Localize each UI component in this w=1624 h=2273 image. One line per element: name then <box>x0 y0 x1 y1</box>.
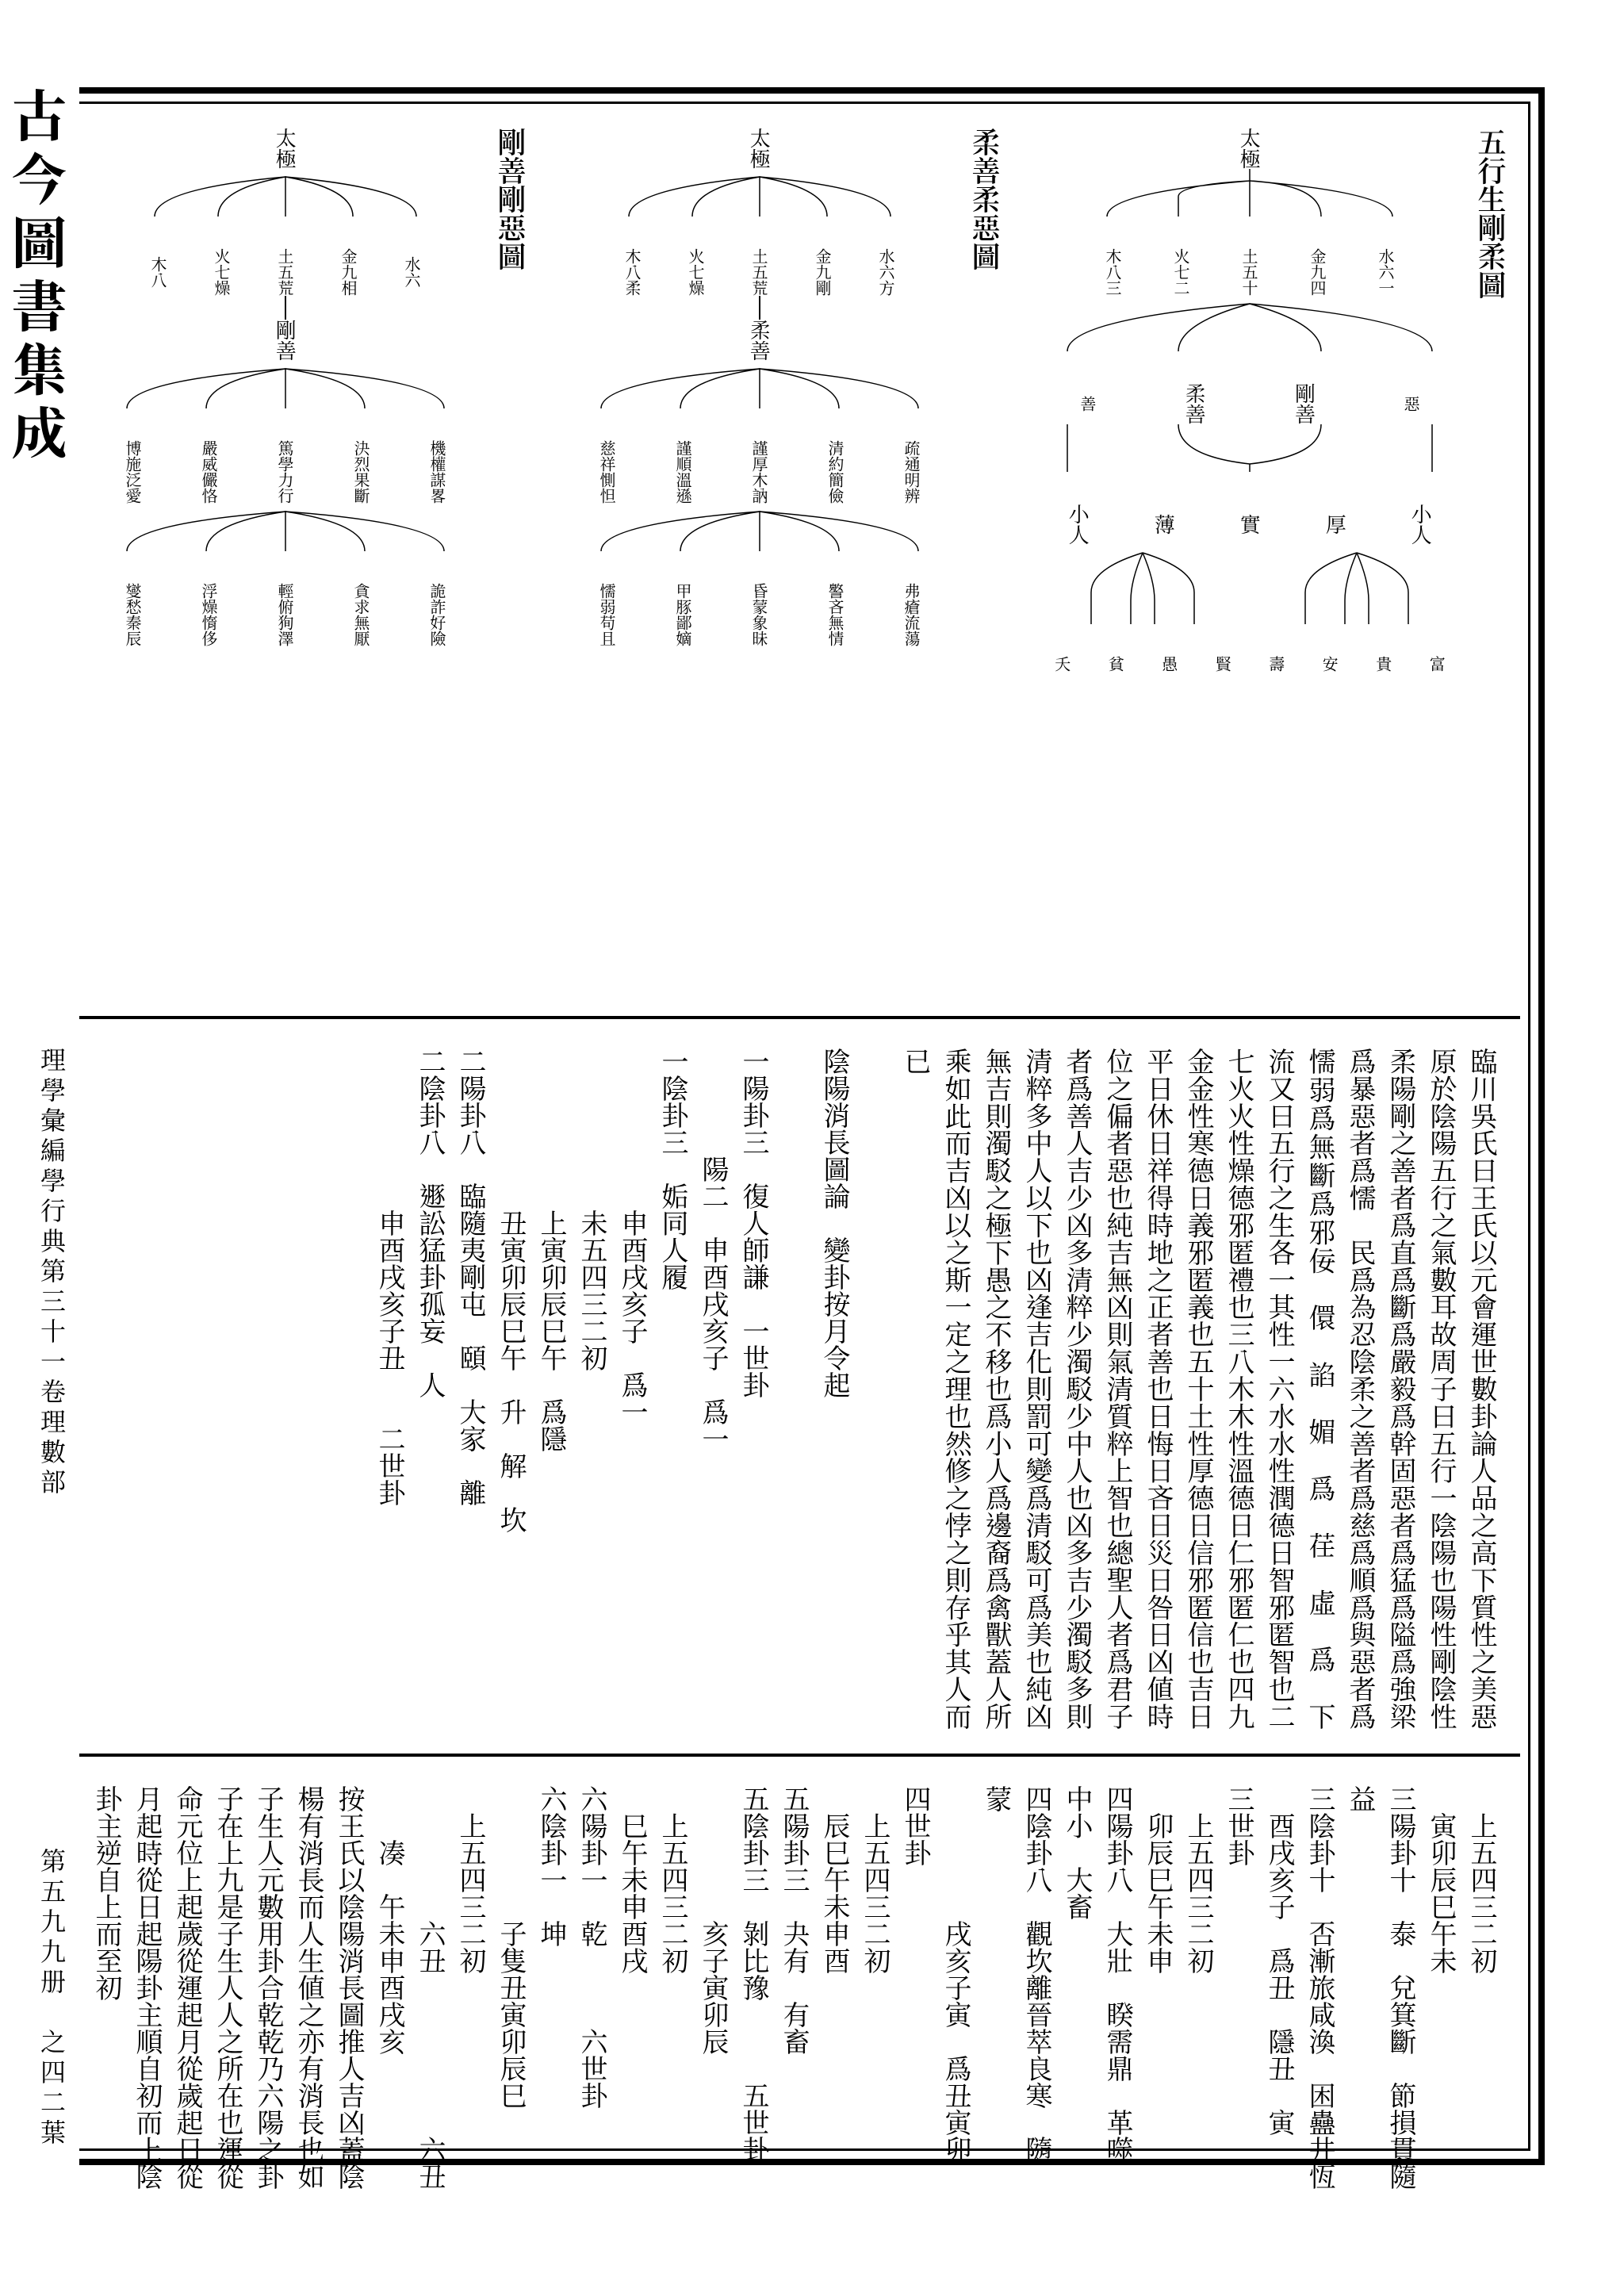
tree-1-l1: 水六一 金九四 土五十 火七二 木八三 <box>1079 248 1420 296</box>
diagram-3-title: 剛善剛惡圖 <box>492 112 532 270</box>
tree-3-l1: 水六 金九相 土五荒 火七燥 木八 <box>127 248 444 296</box>
bottom-text-block: 上五四三二初 寅卯辰巳午未 三陽卦十 泰 兌箕斷 節損貫隨益 三陰卦十 否漸旅咸… <box>87 1769 1512 2229</box>
connector <box>759 296 760 320</box>
diagram-1: 五行生剛柔圖 太極 水六一 金九四 土五十 火七二 木八三 <box>1036 112 1512 1008</box>
connector <box>285 296 286 320</box>
diagram-1-title: 五行生剛柔圖 <box>1472 112 1512 299</box>
tree-1-root: 太極 <box>1239 128 1262 169</box>
tree-2-root: 太極 <box>749 128 772 169</box>
connector <box>1036 545 1464 624</box>
section-header: 理學彙編學行典第三十一卷理數部 <box>32 1047 71 1499</box>
tree-2: 太極 水六方 金九剛 土五荒 火七燥 木八柔 柔善 <box>561 112 958 662</box>
tree-2-group: 柔善 <box>749 320 772 361</box>
book-title: 古今圖書集成 <box>16 87 79 468</box>
tree-3-l2: 機權謀畧 決烈果斷 篤學力行 嚴威儼恪 博施泛愛 <box>95 440 476 504</box>
connector <box>95 504 476 551</box>
diagram-section: 五行生剛柔圖 太極 水六一 金九四 土五十 火七二 木八三 <box>87 112 1512 1008</box>
connector <box>569 504 950 551</box>
tree-2-leaves: 弗瘡流蕩 譥吝無情 昏蒙象昧 甲豚鄙嫡 懦弱苟且 <box>569 583 950 646</box>
divider-1 <box>79 1016 1520 1019</box>
tree-3: 太極 水六 金九相 土五荒 火七燥 木八 剛善 <box>87 112 484 662</box>
tree-1: 太極 水六一 金九四 土五十 火七二 木八三 <box>1036 112 1464 688</box>
tree-2-l1: 水六方 金九剛 土五荒 火七燥 木八柔 <box>601 248 918 296</box>
connector <box>95 361 476 408</box>
tree-1-l3: 小人 厚 實 薄 小人 <box>1036 504 1464 545</box>
tree-2-l2: 疏通明辨 清約簡儉 謹厚木訥 謹順溫遜 慈祥惻怛 <box>569 440 950 504</box>
connector <box>601 169 918 217</box>
middle-text-block: 臨川吳氏曰王氏以元會運世數卦論人品之高下質性之美惡原於陰陽五行之氣數耳故周子曰五… <box>87 1032 1512 1746</box>
tree-1-l2: 惡 剛善 柔善 善 <box>1036 383 1464 424</box>
tree-3-group: 剛善 <box>274 320 297 361</box>
tree-1-leaves: 富 貴 安 壽 賢 愚 貧 夭 <box>1036 656 1464 672</box>
connector <box>1079 169 1420 217</box>
connector <box>127 169 444 217</box>
inner-frame: 五行生剛柔圖 太極 水六一 金九四 土五十 火七二 木八三 <box>79 102 1530 2151</box>
connector <box>1036 424 1464 472</box>
tree-3-leaves: 詭詐好險 貪求無厭 輕俯狥澤 浮燥惰侈 燮愁秦辰 <box>95 583 476 646</box>
connector <box>569 361 950 408</box>
diagram-2: 柔善柔惡圖 太極 水六方 金九剛 土五荒 火七燥 木八柔 柔善 <box>561 112 1006 1008</box>
page-frame: 五行生剛柔圖 太極 水六一 金九四 土五十 火七二 木八三 <box>79 87 1545 2165</box>
diagram-2-title: 柔善柔惡圖 <box>966 112 1006 270</box>
tree-3-root: 太極 <box>274 128 297 169</box>
diagram-3: 剛善剛惡圖 太極 水六 金九相 土五荒 火七燥 木八 剛善 <box>87 112 532 1008</box>
connector <box>1036 296 1464 351</box>
footer-info: 第五九九册 之四二葉 <box>32 1848 71 2149</box>
